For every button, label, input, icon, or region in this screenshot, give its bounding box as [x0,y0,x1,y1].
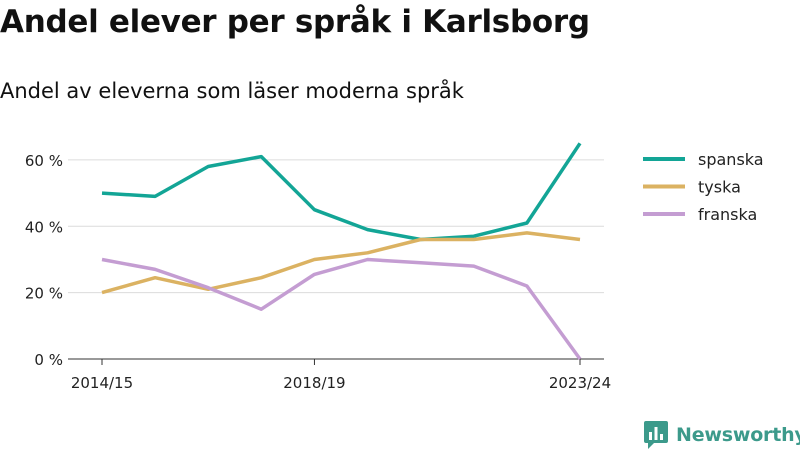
series-lines [101,142,582,361]
x-axis: 2014/15 2018/19 2023/24 [68,358,611,392]
legend-label-tyska: tyska [698,178,741,197]
legend-label-spanska: spanska [698,150,764,169]
series-line-franska [101,257,582,361]
chart-subtitle: Andel av eleverna som läser moderna språ… [0,79,464,103]
series-line-tyska [101,231,581,295]
legend: spanska tyska franska [643,150,764,224]
y-tick-label: 20 % [25,285,63,303]
x-tick-label: 2018/19 [283,374,345,392]
x-tick-label: 2023/24 [549,374,611,392]
chart-title: Andel elever per språk i Karlsborg [0,4,590,40]
series-line-spanska [101,142,582,242]
y-tick-label: 0 % [34,351,63,369]
gridlines [68,159,604,294]
newsworthy-logo: Newsworthy [644,421,800,449]
y-tick-label: 40 % [25,218,63,236]
x-tick-label: 2014/15 [71,374,133,392]
bar-chart-icon [644,421,668,449]
brand-name: Newsworthy [676,424,800,446]
legend-label-franska: franska [698,205,757,224]
y-tick-label: 60 % [25,152,63,170]
y-axis-tick-labels: 0 % 20 % 40 % 60 % [25,152,63,369]
